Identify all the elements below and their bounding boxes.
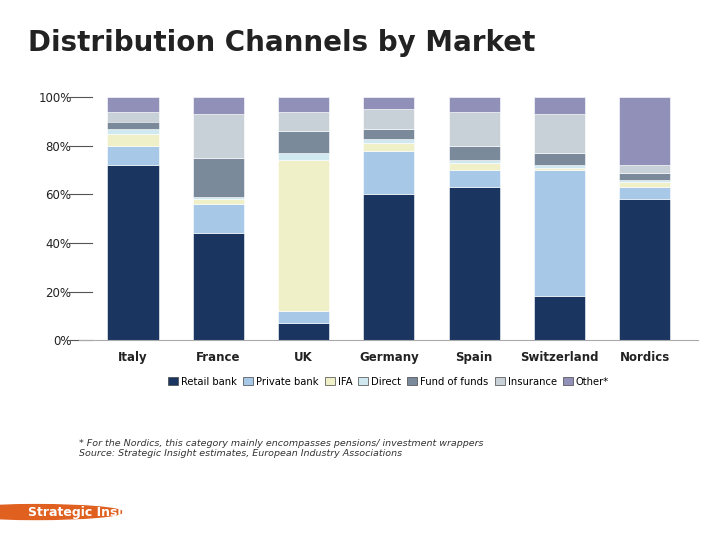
Bar	[107, 129, 158, 133]
Bar	[449, 97, 500, 112]
Bar	[619, 165, 670, 172]
Text: 5: 5	[355, 504, 365, 519]
Bar	[619, 183, 670, 187]
Bar	[107, 165, 158, 340]
Bar	[534, 165, 585, 167]
Text: Distribution Channels – Europe: Distribution Channels – Europe	[239, 74, 481, 88]
Bar	[534, 167, 585, 170]
Bar	[107, 112, 158, 122]
Text: Strategic Insight: Strategic Insight	[28, 505, 145, 518]
Bar	[363, 109, 415, 129]
Bar	[363, 143, 415, 151]
Bar	[619, 187, 670, 199]
Bar	[278, 112, 329, 131]
Bar	[619, 172, 670, 180]
Bar	[363, 151, 415, 194]
Bar	[278, 160, 329, 311]
Bar	[363, 97, 415, 109]
Bar	[449, 160, 500, 163]
Legend: Retail bank, Private bank, IFA, Direct, Fund of funds, Insurance, Other*: Retail bank, Private bank, IFA, Direct, …	[168, 377, 609, 387]
Bar	[278, 311, 329, 323]
Bar	[278, 131, 329, 153]
Text: asset
international: asset international	[600, 501, 667, 523]
Bar	[619, 199, 670, 340]
Bar	[193, 204, 244, 233]
Bar	[534, 97, 585, 114]
Bar	[193, 199, 244, 204]
Bar	[107, 122, 158, 129]
Bar	[107, 146, 158, 165]
Bar	[534, 170, 585, 296]
Bar	[193, 233, 244, 340]
Bar	[193, 114, 244, 158]
Bar	[193, 197, 244, 199]
Bar	[449, 112, 500, 146]
Bar	[278, 153, 329, 160]
Text: Distribution Channels by Market: Distribution Channels by Market	[28, 29, 536, 57]
Bar	[449, 170, 500, 187]
Bar	[193, 97, 244, 114]
Bar	[107, 97, 158, 112]
Bar	[449, 163, 500, 170]
Bar	[449, 146, 500, 160]
Bar	[534, 296, 585, 340]
Bar	[278, 323, 329, 340]
Circle shape	[0, 504, 122, 519]
Text: * For the Nordics, this category mainly encompasses pensions/ investment wrapper: * For the Nordics, this category mainly …	[79, 438, 484, 448]
Text: Source: Strategic Insight estimates, European Industry Associations: Source: Strategic Insight estimates, Eur…	[79, 449, 402, 458]
Bar	[449, 187, 500, 340]
Bar	[107, 133, 158, 146]
Bar	[619, 97, 670, 165]
Bar	[534, 153, 585, 165]
Bar	[363, 129, 415, 138]
Bar	[363, 138, 415, 143]
Bar	[193, 158, 244, 197]
Bar	[363, 194, 415, 340]
Bar	[619, 180, 670, 183]
Bar	[534, 114, 585, 153]
Bar	[278, 97, 329, 112]
